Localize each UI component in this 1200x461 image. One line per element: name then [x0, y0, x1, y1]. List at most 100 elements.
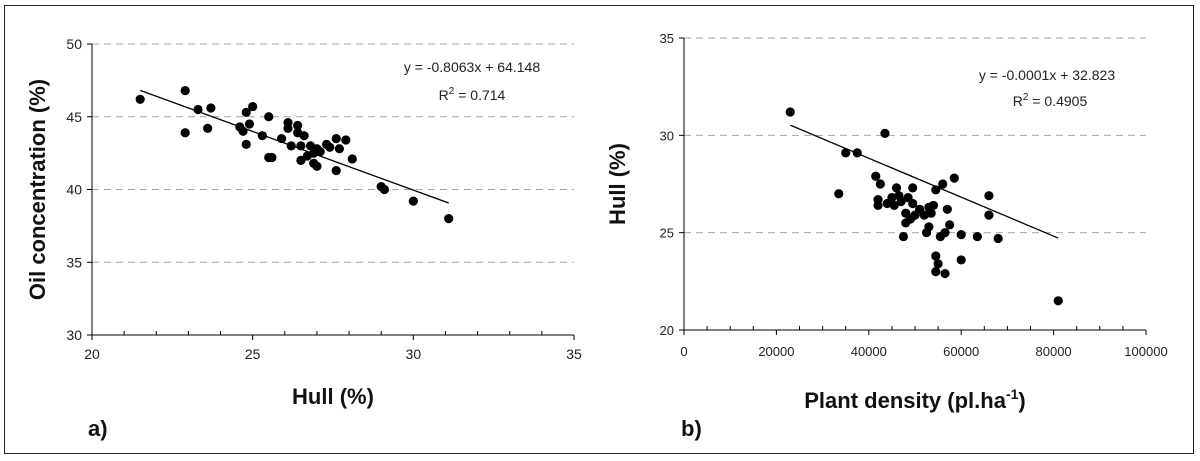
data-point	[993, 233, 1003, 244]
panel-label: a)	[88, 416, 108, 441]
trendline-equation: y = -0.0001x + 32.823	[979, 67, 1115, 83]
data-point	[180, 128, 190, 138]
data-point	[891, 183, 902, 193]
data-point	[331, 165, 341, 176]
data-point	[938, 179, 948, 189]
x-tick-label: 35	[566, 346, 582, 362]
x-axis-title-superscript: -1	[1006, 386, 1019, 402]
data-point	[896, 196, 906, 207]
data-point	[875, 179, 885, 189]
r-squared-label: R2 = 0.714	[439, 86, 506, 103]
x-tick-label: 30	[406, 346, 422, 362]
y-tick-label: 40	[66, 182, 82, 198]
y-tick-label: 50	[66, 36, 82, 52]
data-point	[919, 210, 929, 220]
data-point	[347, 154, 357, 164]
y-tick-label: 25	[660, 226, 674, 241]
data-point	[785, 107, 795, 117]
r-squared-prefix: R	[1013, 93, 1023, 109]
y-tick-label: 35	[66, 254, 82, 270]
chart-panel-a: 30 35 40 45 50 20 25 30 35 y = -0.8063x + 64.148 R…	[25, 36, 582, 441]
data-point	[312, 161, 322, 171]
x-tick-label: 100000	[1124, 344, 1167, 359]
data-point	[325, 142, 335, 152]
data-point	[135, 94, 145, 104]
trendline-equation: y = -0.8063x + 64.148	[404, 59, 540, 75]
data-point	[956, 255, 966, 265]
trendline	[790, 124, 1059, 239]
data-point	[315, 147, 325, 157]
data-point	[942, 204, 952, 214]
data-point	[933, 259, 943, 269]
x-axis-title-suffix: )	[1018, 388, 1025, 413]
r-squared-superscript: 2	[449, 86, 455, 97]
data-point	[984, 210, 994, 220]
data-point	[984, 191, 994, 201]
data-point	[852, 148, 862, 158]
data-point	[945, 220, 955, 230]
data-point	[293, 120, 303, 131]
data-point	[940, 228, 950, 238]
data-point	[286, 141, 296, 151]
data-point	[908, 183, 918, 193]
x-tick-label: 20	[84, 346, 100, 362]
data-point	[203, 123, 213, 133]
data-point	[931, 185, 941, 195]
y-axis-title: Oil concentration (%)	[25, 79, 50, 300]
panel-label: b)	[681, 416, 702, 441]
data-point	[241, 107, 251, 117]
data-point	[931, 267, 941, 277]
x-tick-label: 0	[680, 344, 687, 359]
r-squared-superscript: 2	[1023, 92, 1029, 103]
x-tick-label: 40000	[851, 344, 887, 359]
data-point	[379, 184, 390, 195]
data-point	[908, 198, 918, 209]
data-point	[924, 222, 934, 232]
x-axis-title: Plant density (pl.ha-1)	[804, 386, 1025, 413]
x-tick-label: 25	[245, 346, 261, 362]
data-point	[206, 103, 216, 113]
chart-panel-b: 20 25 30 35 0 20000 40000 60000 80000 100000 y = -…	[605, 31, 1168, 441]
x-axis-title-text: Plant density (pl.ha	[804, 388, 1006, 413]
data-point	[244, 119, 255, 129]
data-point	[334, 144, 345, 154]
data-point	[834, 189, 844, 199]
data-point	[940, 268, 950, 279]
figure-border	[4, 5, 1194, 454]
data-point	[841, 148, 851, 158]
data-point	[296, 155, 306, 165]
y-tick-label: 35	[660, 31, 674, 46]
data-point	[928, 200, 939, 211]
data-point	[248, 101, 258, 112]
r-squared-prefix: R	[439, 87, 449, 103]
data-point	[296, 141, 306, 151]
data-point	[408, 196, 418, 206]
y-tick-label: 45	[66, 109, 82, 125]
data-point	[898, 231, 909, 242]
data-point	[267, 152, 277, 163]
x-tick-label: 80000	[1036, 344, 1072, 359]
y-axis-title: Hull (%)	[605, 143, 630, 225]
data-point	[871, 171, 881, 181]
data-point	[972, 231, 982, 242]
x-axis-title-text: Hull (%)	[292, 384, 374, 409]
r-squared-label: R2 = 0.4905	[1013, 92, 1088, 109]
y-tick-label: 30	[66, 327, 82, 343]
data-point	[444, 214, 454, 224]
data-point	[257, 131, 267, 141]
y-tick-label: 30	[660, 128, 674, 143]
data-point	[264, 112, 274, 122]
data-point	[1053, 296, 1063, 306]
data-point	[276, 133, 287, 144]
x-tick-label: 20000	[758, 344, 794, 359]
data-point	[926, 208, 936, 218]
data-point	[283, 123, 293, 133]
x-axis-title: Hull (%)	[292, 384, 374, 409]
data-point	[931, 251, 941, 261]
data-point	[238, 126, 248, 136]
data-point	[241, 139, 251, 149]
x-tick-label: 60000	[943, 344, 979, 359]
data-point	[180, 85, 190, 96]
data-point	[887, 193, 897, 203]
